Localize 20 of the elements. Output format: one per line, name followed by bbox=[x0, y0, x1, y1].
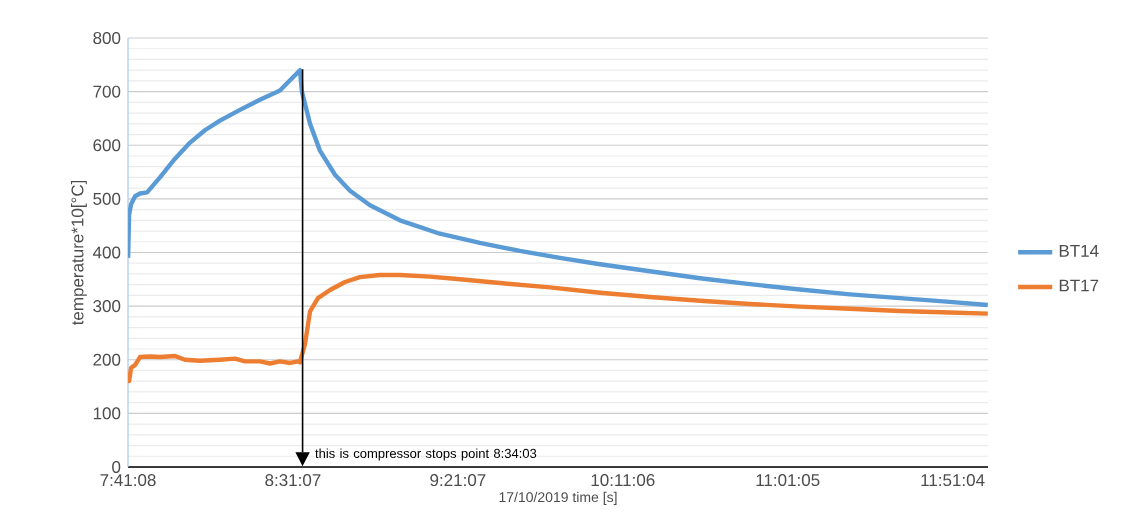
y-tick-label: 300 bbox=[93, 300, 121, 313]
y-tick-label: 800 bbox=[93, 32, 121, 45]
legend-label: BT14 bbox=[1059, 244, 1099, 257]
x-tick-label: 9:21:07 bbox=[430, 474, 486, 487]
x-tick-label: 11:51:04 bbox=[921, 474, 985, 487]
y-tick-label: 500 bbox=[93, 192, 121, 205]
x-tick-label: 11:01:05 bbox=[756, 474, 820, 487]
y-tick-label: 100 bbox=[93, 407, 121, 420]
y-tick-label: 700 bbox=[93, 85, 121, 98]
x-axis-title: 17/10/2019 time [s] bbox=[499, 491, 617, 505]
x-tick-label: 10:11:06 bbox=[591, 474, 655, 487]
y-axis-title: temperature*10[°C] bbox=[70, 180, 87, 326]
y-tick-label: 0 bbox=[112, 460, 121, 473]
y-tick-label: 200 bbox=[93, 353, 121, 366]
x-tick-label: 7:41:08 bbox=[100, 474, 156, 487]
annotation: this is compressor stops point 8:34:03 bbox=[315, 448, 537, 461]
x-tick-label: 8:31:07 bbox=[265, 474, 321, 487]
y-tick-label: 600 bbox=[93, 139, 121, 152]
y-tick-label: 400 bbox=[92, 246, 121, 259]
legend-label: BT17 bbox=[1059, 279, 1099, 292]
